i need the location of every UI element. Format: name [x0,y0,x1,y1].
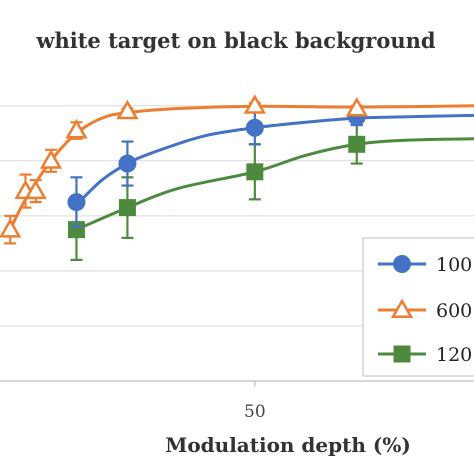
series-600-point-2 [24,179,47,200]
legend-entry-100: 100 [378,254,472,276]
legend-marker-600 [390,298,414,318]
series-120-point-2 [246,163,264,181]
legend-marker-120 [393,345,411,363]
series-120-point-3 [348,135,366,153]
legend-label-600: 600 [436,300,472,322]
series-600-point-3 [39,149,63,169]
series-120-point-0 [67,221,85,239]
legend-marker-100 [393,255,411,273]
axes [0,380,474,387]
legend-entry-120: 120 [378,344,472,366]
series-600 [0,94,474,245]
series-600-point-4 [65,119,88,139]
series-600-point-5 [116,99,139,120]
legend-entry-600: 600 [378,298,472,322]
series-600-point-0 [0,218,22,238]
legend-label-100: 100 [436,254,472,276]
legend-label-120: 120 [436,344,472,366]
series-100-line [75,113,474,206]
series-600-line [8,104,474,231]
x-axis-label: Modulation depth (%) [165,433,411,457]
x-tick-label-0: 50 [244,402,266,422]
series-100-point-1 [118,154,137,173]
series-600-point-6 [243,94,266,114]
series-600-point-7 [345,96,368,117]
series-120 [67,123,474,261]
chart-title: white target on black background [35,28,436,53]
x-tick-labels: 50 [244,402,266,422]
series-layer [0,94,474,261]
series-120-point-1 [118,199,136,217]
legend: 100 600 120 [362,237,474,377]
series-100-point-2 [245,118,264,137]
series-100-point-0 [67,193,86,212]
